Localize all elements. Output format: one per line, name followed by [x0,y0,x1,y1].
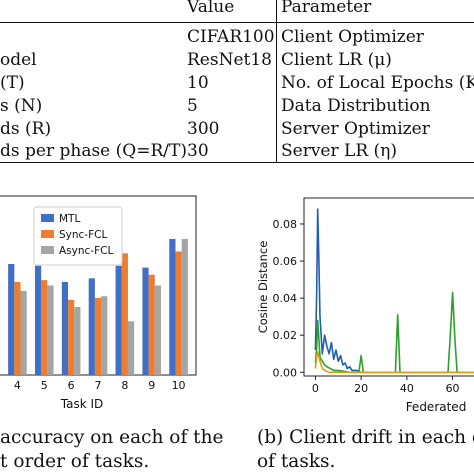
bar [41,280,48,375]
figure-b: 0.00 0.02 0.04 0.06 0.08 0 20 40 60 Cosine Distan… [248,190,474,415]
bar [47,285,54,375]
bar [121,253,128,375]
y-tick-label: 0.02 [273,329,298,342]
x-tick-label: 10 [172,379,186,392]
legend-swatch [41,246,54,254]
table-row-parameter: Server Optimizer [281,119,430,139]
x-tick-label: 20 [354,382,368,395]
table-row-value: ResNet18 [187,50,272,70]
table-column-divider [276,0,277,163]
table-row-label: ds per phase (Q=R/T) [0,141,187,161]
bar [148,274,155,375]
x-tick-label: 9 [148,379,155,392]
y-tick-label: 0.06 [273,255,298,268]
x-tick-label: 0 [312,382,319,395]
x-tick-label: 7 [95,379,102,392]
y-tick-label: 0.08 [273,218,298,231]
legend-swatch [41,214,54,222]
bar [14,281,21,375]
table-header-value: Value [187,0,235,17]
x-tick-label: 5 [41,379,48,392]
legend-label: Async-FCL [59,245,113,257]
bar [127,321,135,375]
x-tick-label: 6 [68,379,75,392]
table-row-label: ds (R) [0,119,52,139]
x-tick-label: 4 [14,379,21,392]
legend-label: MTL [59,213,80,225]
table-row-value: 30 [187,141,209,161]
line-chart: 0.00 0.02 0.04 0.06 0.08 0 20 40 60 Cosine Distan… [256,197,474,414]
x-axis-label: Federated [406,400,467,414]
bar [88,278,95,375]
table-row-parameter: No. of Local Epochs (K) [281,73,474,93]
bar [8,264,15,375]
y-tick-label: 0.00 [273,366,298,379]
legend-label: Sync-FCL [59,229,107,241]
table-row-value: CIFAR100 [187,27,275,47]
x-axis-label: Task ID [60,397,104,411]
bar [115,265,122,375]
x-tick-label: 60 [446,382,460,395]
bar [20,290,27,375]
bar [154,285,162,375]
series-line [314,351,474,374]
table-header-parameter: Parameter [281,0,372,17]
table-row-parameter: Data Distribution [281,96,431,116]
table-row-parameter: Server LR (η) [281,141,397,161]
table-bottom-rule [0,162,474,163]
bar [181,238,188,375]
table-row-label: odel [0,50,37,70]
parameter-table: Value Parameter CIFAR100 Client Optimize… [0,0,474,168]
figure-b-caption-line1: (b) Client drift in each c [257,427,474,448]
bar [142,267,149,375]
x-tick-label: 40 [400,382,414,395]
table-row-label: (T) [0,73,25,93]
figure-a-caption-line1: accuracy on each of the [0,427,224,448]
y-tick-label: 0.04 [273,292,298,305]
bar [101,296,108,375]
table-row-value: 10 [187,73,209,93]
figure-b-caption-line2: of tasks. [257,451,336,472]
figure-a-caption-line2: t order of tasks. [0,451,150,472]
table-row-value: 5 [187,96,198,116]
bar [74,306,81,375]
legend-swatch [41,230,54,238]
x-tick-label: 8 [121,379,128,392]
table-row-parameter: Client Optimizer [281,27,424,47]
bar [175,251,182,375]
plot-frame [303,197,474,377]
table-row-parameter: Client LR (μ) [281,50,392,70]
table-row-label: s (N) [0,96,43,116]
figure-a: 4 5 6 7 8 9 10 Task ID MTL Sync-FCL Async-FCL [0,190,230,415]
bar-chart: 4 5 6 7 8 9 10 Task ID MTL Sync-FCL Async-FCL [0,195,197,411]
bar [94,298,102,375]
table-row-value: 300 [187,119,220,139]
legend-box [33,206,123,266]
bar [169,238,176,375]
bar [34,265,42,375]
bar [68,299,75,375]
table-header-rule [0,22,474,23]
bar [61,281,69,375]
y-axis-label: Cosine Distance [256,241,270,334]
